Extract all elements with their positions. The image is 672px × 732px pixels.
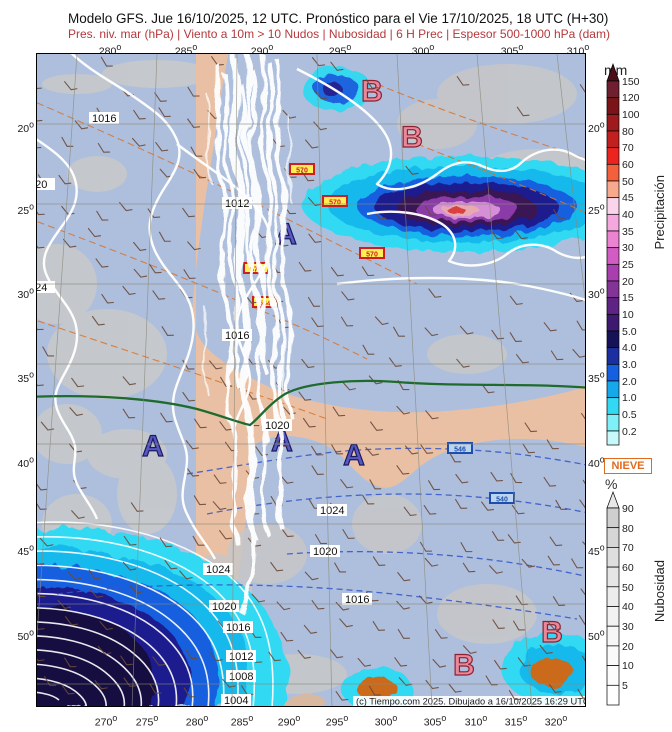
svg-text:B: B bbox=[401, 121, 423, 154]
svg-text:570: 570 bbox=[296, 168, 308, 175]
svg-text:1020: 1020 bbox=[313, 546, 337, 558]
svg-text:1008: 1008 bbox=[229, 671, 253, 683]
svg-text:1024: 1024 bbox=[206, 564, 230, 576]
svg-text:1016: 1016 bbox=[226, 622, 250, 634]
svg-text:B: B bbox=[453, 649, 475, 682]
svg-text:1004: 1004 bbox=[224, 695, 248, 707]
svg-text:1024: 1024 bbox=[320, 505, 344, 517]
svg-text:1016: 1016 bbox=[225, 330, 249, 342]
svg-text:(c) Tiempo.com 2025. Dibujado: (c) Tiempo.com 2025. Dibujado a 16/10/20… bbox=[356, 697, 586, 707]
svg-text:A: A bbox=[142, 430, 164, 463]
svg-text:B: B bbox=[541, 616, 563, 649]
svg-text:020: 020 bbox=[37, 179, 47, 191]
svg-text:540: 540 bbox=[496, 497, 508, 504]
svg-text:1020: 1020 bbox=[265, 420, 289, 432]
svg-text:570: 570 bbox=[329, 200, 341, 207]
svg-text:B: B bbox=[361, 75, 383, 108]
svg-text:546: 546 bbox=[454, 447, 466, 454]
svg-text:570: 570 bbox=[366, 252, 378, 259]
svg-text:1016: 1016 bbox=[92, 113, 116, 125]
